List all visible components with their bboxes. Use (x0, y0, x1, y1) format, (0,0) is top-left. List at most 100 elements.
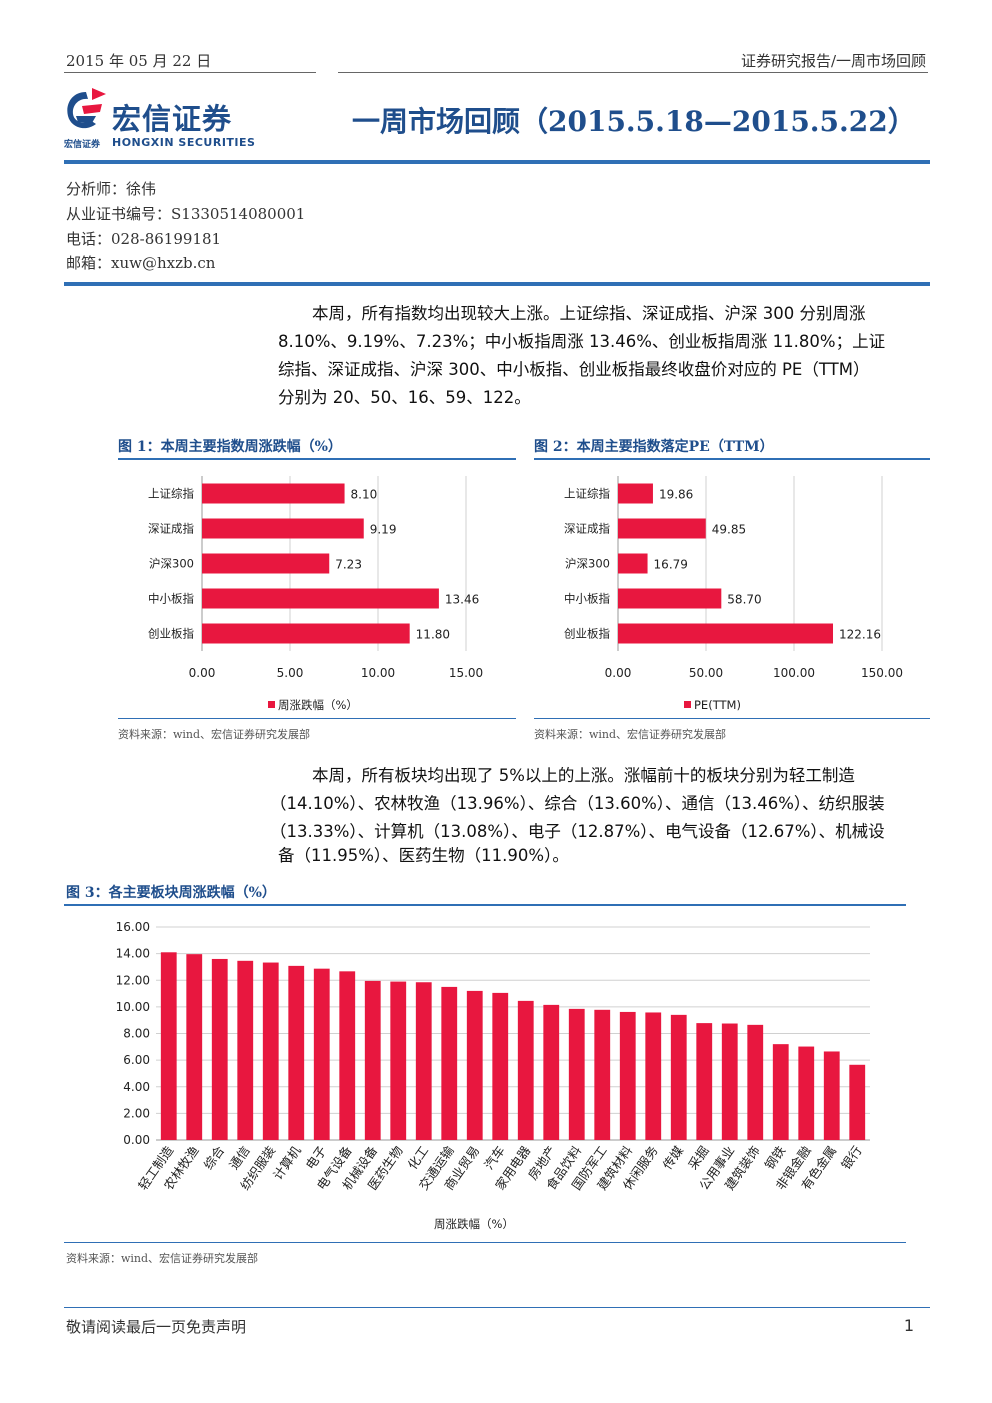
fig3-bar (721, 1023, 738, 1140)
fig3-bar (186, 954, 203, 1140)
fig3-bar (670, 1014, 687, 1140)
fig3-category-label: 传媒 (660, 1143, 687, 1172)
fig3-bar (415, 982, 432, 1140)
fig3-tick-label: 6.00 (123, 1053, 150, 1067)
fig3-bar (441, 986, 458, 1140)
para2-line1: 本周，所有板块均出现了 5%以上的上涨。涨幅前十的板块分别为轻工制造 (312, 766, 855, 785)
figure3-rule (64, 904, 906, 906)
fig2-tick-label: 150.00 (861, 666, 903, 680)
fig3-bar (364, 980, 381, 1140)
fig1-bar (202, 518, 364, 539)
fig3-bar (288, 965, 305, 1140)
fig2-data-label: 49.85 (712, 523, 746, 537)
report-category: 证券研究报告/一周市场回顾 (740, 52, 926, 70)
para2-line2: （14.10%）、农林牧渔（13.96%）、综合（13.60%）、通信（13.4… (270, 794, 885, 813)
figure3-chart: 0.00 2.00 4.00 6.00 8.00 10.00 12.00 14.00 16.00… (116, 920, 870, 1231)
fig2-data-label: 16.79 (654, 558, 688, 572)
fig3-tick-label: 14.00 (116, 947, 150, 961)
figure1-title: 图 1：本周主要指数周涨跌幅（%） (118, 439, 342, 455)
fig3-bar (823, 1051, 840, 1140)
figure3-title: 图 3：各主要板块周涨跌幅（%） (66, 885, 276, 901)
fig2-category-label: 创业板指 (564, 627, 610, 641)
fig2-bar (618, 588, 722, 609)
fig1-tick-label: 5.00 (277, 666, 304, 680)
fig3-tick-label: 16.00 (116, 920, 150, 934)
para2-line4: 备（11.95%）、医药生物（11.90%）。 (278, 846, 569, 865)
fig1-bar (202, 553, 330, 574)
page-number: 1 (903, 1316, 914, 1335)
para2-line3: （13.33%）、计算机（13.08%）、电子（12.87%）、电气设备（12.… (270, 822, 885, 841)
figure1-rule (118, 458, 516, 460)
fig3-category-label: 计算机 (270, 1143, 304, 1183)
figure3-source: 资料来源：wind、宏信证券研究发展部 (66, 1252, 259, 1265)
fig3-category-label: 综合 (201, 1143, 228, 1172)
figure2-title: 图 2：本周主要指数落定PE（TTM） (534, 439, 774, 455)
fig3-bar (619, 1011, 636, 1140)
fig3-tick-label: 10.00 (116, 1000, 150, 1014)
fig1-data-label: 9.19 (370, 523, 397, 537)
fig2-legend-label: PE(TTM) (694, 698, 741, 712)
para1-line1: 本周，所有指数均出现较大上涨。上证综指、深证成指、沪深 300 分别周涨 (312, 304, 866, 323)
figure1-source: 资料来源：wind、宏信证券研究发展部 (118, 728, 311, 741)
fig3-bar (492, 992, 509, 1140)
fig3-bar (849, 1064, 866, 1140)
figure2-source: 资料来源：wind、宏信证券研究发展部 (534, 728, 727, 741)
fig3-tick-label: 8.00 (123, 1027, 150, 1041)
fig1-tick-label: 0.00 (189, 666, 216, 680)
fig1-category-label: 上证综指 (148, 487, 194, 501)
brand-name-small: 宏信证券 (64, 140, 101, 150)
analyst-cert: 从业证书编号：S1330514080001 (66, 205, 306, 223)
fig1-legend-swatch (268, 701, 275, 708)
analyst-phone: 电话：028-86199181 (66, 230, 222, 248)
fig3-xlabel: 周涨跌幅（%） (434, 1217, 514, 1231)
footer-disclaimer: 敬请阅读最后一页免责声明 (66, 1318, 247, 1336)
fig3-bar (798, 1046, 815, 1140)
fig2-tick-label: 0.00 (605, 666, 632, 680)
fig2-bar (618, 553, 648, 574)
fig3-bar (237, 960, 254, 1140)
fig2-data-label: 19.86 (659, 488, 693, 502)
page-title: 一周市场回顾（2015.5.18—2015.5.22） (352, 105, 916, 138)
fig3-bar (594, 1009, 611, 1140)
figure2-chart: 0.00 50.00 100.00 150.00 上证综指 19.86 深证成指 49.85 沪… (564, 476, 903, 712)
fig3-bar (262, 962, 279, 1140)
fig3-tick-label: 0.00 (123, 1133, 150, 1147)
fig3-bar (543, 1004, 560, 1140)
fig1-bar (202, 483, 345, 504)
figure1-bottom-rule (118, 718, 516, 719)
figure2-bottom-rule (534, 718, 930, 719)
company-logo-icon (67, 88, 106, 129)
fig2-data-label: 122.16 (839, 628, 881, 642)
analyst-rule (64, 282, 930, 286)
fig2-category-label: 上证综指 (564, 487, 610, 501)
para1-line2: 8.10%、9.19%、7.23%；中小板指周涨 13.46%、创业板指周涨 1… (278, 332, 886, 351)
analyst-email: 邮箱：xuw@hxzb.cn (66, 254, 216, 272)
footer-rule (64, 1307, 930, 1308)
fig1-data-label: 8.10 (351, 488, 378, 502)
brand-name-cn: 宏信证券 (112, 102, 233, 136)
fig3-bar (160, 952, 177, 1140)
fig3-bar (696, 1023, 713, 1140)
fig1-category-label: 深证成指 (148, 522, 194, 536)
analyst-name: 分析师：徐伟 (66, 180, 157, 198)
brand-name-en: HONGXIN SECURITIES (112, 136, 256, 149)
figure2-rule (534, 458, 930, 460)
fig2-category-label: 中小板指 (564, 592, 610, 606)
fig1-tick-label: 15.00 (449, 666, 483, 680)
fig3-bar (645, 1012, 662, 1140)
fig1-category-label: 沪深300 (149, 557, 194, 571)
fig1-bar (202, 623, 410, 644)
fig3-bar (466, 990, 483, 1140)
fig3-tick-label: 2.00 (123, 1106, 150, 1120)
fig3-bar (517, 1000, 534, 1140)
fig2-legend-swatch (684, 701, 691, 708)
fig1-legend-label: 周涨跌幅（%） (278, 698, 358, 712)
fig3-bar (211, 958, 228, 1140)
fig3-tick-label: 4.00 (123, 1080, 150, 1094)
header-divider-right (338, 72, 928, 73)
fig3-bar (568, 1008, 585, 1140)
title-rule (64, 160, 930, 164)
figure1-chart: 0.00 5.00 10.00 15.00 上证综指 8.10 深证成指 9.19 沪深300 7… (148, 476, 483, 712)
fig2-tick-label: 100.00 (773, 666, 815, 680)
fig2-bar (618, 623, 834, 644)
